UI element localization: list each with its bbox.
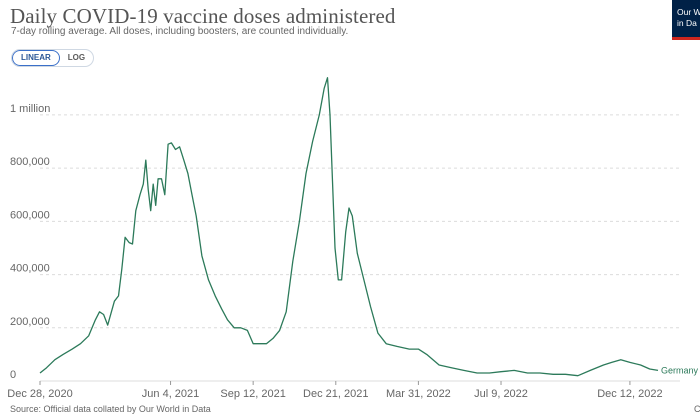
grid-lines bbox=[40, 114, 680, 382]
y-tick-label: 1 million bbox=[10, 103, 50, 115]
linear-scale-button[interactable]: LINEAR bbox=[12, 50, 60, 66]
x-tick-label: Dec 12, 2022 bbox=[597, 388, 662, 400]
chart-title: Daily COVID-19 vaccine doses administere… bbox=[10, 4, 396, 28]
x-axis: Dec 28, 2020 Jun 4, 2021 Sep 12, 2021 Dec 2… bbox=[7, 381, 663, 400]
y-tick-label: 600,000 bbox=[10, 209, 50, 221]
y-axis: 0 200,000 400,000 600,000 800,000 1 million bbox=[10, 103, 50, 381]
scale-toggle[interactable]: LINEAR LOG bbox=[11, 49, 95, 67]
y-tick-label: 0 bbox=[10, 369, 16, 381]
x-tick-label: Dec 21, 2021 bbox=[303, 388, 368, 400]
logo-accent-bar bbox=[672, 37, 700, 40]
series-line bbox=[39, 77, 659, 377]
log-scale-button[interactable]: LOG bbox=[67, 53, 86, 62]
source-note: Source: Official data collated by Our Wo… bbox=[10, 404, 211, 414]
x-tick-label: Dec 28, 2020 bbox=[7, 388, 72, 400]
y-tick-label: 200,000 bbox=[10, 316, 50, 328]
y-tick-label: 400,000 bbox=[10, 263, 50, 275]
chart-subtitle: 7-day rolling average. All doses, includ… bbox=[11, 26, 349, 37]
x-tick-label: Jun 4, 2021 bbox=[142, 388, 200, 400]
x-tick-label: Mar 31, 2022 bbox=[386, 388, 451, 400]
series-group: Germany bbox=[39, 77, 699, 377]
x-tick-label: Jul 9, 2022 bbox=[474, 388, 528, 400]
owid-logo[interactable]: Our W in Da bbox=[672, 0, 700, 40]
y-tick-label: 800,000 bbox=[10, 156, 50, 168]
license-mark: C bbox=[694, 404, 700, 414]
logo-line-1: Our W bbox=[677, 7, 700, 17]
logo-line-2: in Da bbox=[677, 18, 697, 28]
x-tick-label: Sep 12, 2021 bbox=[220, 388, 285, 400]
series-label: Germany bbox=[661, 365, 699, 375]
